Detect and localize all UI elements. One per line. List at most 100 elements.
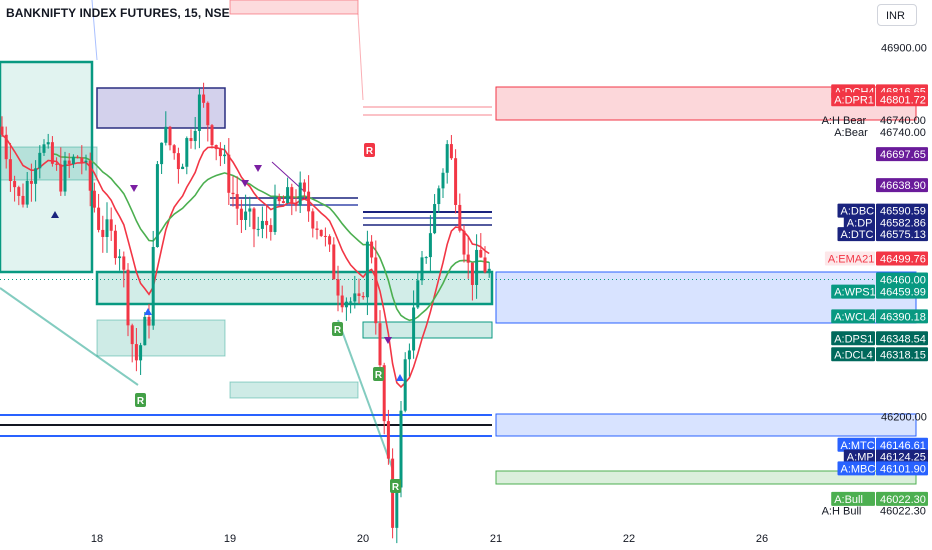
candle-body — [315, 228, 319, 230]
candle-body — [80, 157, 84, 163]
candle-body — [428, 233, 432, 258]
price-tag-a-dps1[interactable]: 46348.54 A:DPS1 — [831, 331, 928, 346]
time-axis[interactable]: 18 19 20 21 22 26 — [91, 533, 768, 545]
candle-body — [273, 196, 277, 232]
price-tag-a-dp[interactable]: 46582.86 A:DP — [843, 215, 928, 230]
zone-teal-low2 — [229, 381, 359, 399]
price-tag-label-bg — [837, 461, 875, 476]
candle-body — [189, 138, 193, 142]
zone-green-bull — [495, 470, 917, 485]
price-tag-a-wcl4[interactable]: 46390.18 A:WCL4 — [831, 309, 928, 324]
price-tag-value-4[interactable]: 46697.65 — [876, 147, 928, 162]
r-marker-2: R — [332, 322, 343, 336]
trendline-1 — [0, 287, 139, 386]
price-tag-a-h-bear[interactable]: 46740.00 A:H Bear — [822, 115, 926, 127]
r-marker-text: R — [392, 482, 400, 493]
price-tag-label-bg — [837, 227, 875, 242]
candle-body — [416, 280, 420, 308]
price-tag-value-bg — [876, 251, 928, 266]
ema-green-line — [52, 153, 490, 322]
price-tag-label: A:MBC — [841, 463, 876, 475]
price-tag-label: A:WCL4 — [834, 311, 875, 323]
candle-body — [109, 219, 113, 231]
candle-body — [55, 163, 59, 165]
price-tag-value-bg — [876, 449, 928, 464]
candle-body — [202, 94, 206, 103]
candle-body — [105, 219, 109, 237]
price-tag-a-bull[interactable]: 46022.30 A:Bull — [831, 491, 928, 506]
price-tag-label-bg — [831, 92, 875, 107]
candle-body — [63, 160, 67, 192]
time-tick-label: 26 — [756, 533, 768, 545]
candle-body — [227, 154, 231, 193]
price-tag-value-10[interactable]: 46460.00 — [876, 272, 928, 287]
candle-body — [0, 126, 4, 135]
price-tag-label: A:MTC — [841, 440, 875, 452]
candle-body — [441, 172, 445, 189]
price-tag-label: A:WPS1 — [834, 287, 876, 299]
price-axis[interactable]: 46900.0046200.0046300.0046816.65A:DCH446… — [822, 42, 928, 517]
candle-body — [147, 316, 151, 326]
price-tick-label: 46900.00 — [881, 42, 927, 54]
price-tag-a-mp[interactable]: 46124.25 A:MP — [843, 449, 928, 464]
candle-body — [231, 192, 235, 195]
price-tag-a-mtc[interactable]: 46146.61 A:MTC — [837, 437, 929, 452]
price-tick-label: 46200.00 — [881, 412, 927, 424]
price-tag-value-bg — [876, 437, 928, 452]
price-tag-label-bg — [837, 437, 875, 452]
candle-body — [34, 168, 38, 184]
price-tag-a-dcl4[interactable]: 46318.15 A:DCL4 — [831, 347, 928, 362]
price-tag-a-dtc[interactable]: 46575.13 A:DTC — [837, 227, 929, 242]
candle-body — [319, 229, 323, 236]
candle-body — [42, 144, 46, 153]
price-tag-value-bg — [876, 147, 928, 162]
candle-body — [403, 359, 407, 411]
price-tag-a-mbc[interactable]: 46101.90 A:MBC — [837, 461, 929, 476]
candle-body — [386, 421, 390, 459]
candle-body — [378, 323, 382, 366]
candle-body — [122, 256, 126, 270]
price-tag-value: 46348.54 — [880, 333, 926, 345]
candle-body — [483, 257, 487, 273]
price-tag-a-dpr1[interactable]: 46801.72 A:DPR1 — [831, 92, 928, 107]
candle-body — [223, 154, 227, 157]
candle-body — [176, 153, 180, 170]
price-tag-label-bg — [831, 491, 875, 506]
candles-layer — [0, 82, 491, 544]
price-tag-label-bg — [843, 215, 875, 230]
price-tag-a-dbc[interactable]: 46590.59 A:DBC — [837, 203, 929, 218]
price-tag-a-ema21[interactable]: 46499.76 A:EMA21 — [824, 251, 928, 266]
candle-body — [38, 152, 42, 169]
down-triangle-icon — [130, 185, 138, 192]
candle-body — [197, 94, 201, 131]
candle-body — [71, 156, 75, 164]
price-tag-value: 46582.86 — [880, 218, 926, 230]
candle-body — [126, 269, 130, 326]
zone-teal-big — [0, 60, 94, 274]
currency-selector[interactable]: INR — [877, 4, 917, 26]
price-tag-label-bg — [831, 309, 875, 324]
price-tag-a-wps1[interactable]: 46459.99 A:WPS1 — [831, 284, 928, 299]
price-tag-label: A:DP — [847, 218, 873, 230]
candle-body — [88, 160, 92, 191]
price-tag-value: 46124.25 — [880, 452, 926, 464]
time-tick-label: 19 — [224, 533, 236, 545]
candle-body — [479, 249, 483, 258]
candle-body — [445, 144, 449, 173]
price-tag-a-bear[interactable]: 46740.00 A:Bear — [834, 127, 926, 139]
price-tag-value-bg — [876, 309, 928, 324]
price-tag-a-h-bull[interactable]: 46022.30 A:H Bull — [822, 505, 926, 517]
zone-purple — [96, 87, 226, 129]
price-tag-label-bg — [837, 203, 875, 218]
candle-body — [59, 164, 63, 192]
price-tag-value-bg — [876, 272, 928, 287]
candle-body — [151, 247, 155, 326]
price-tag-value-5[interactable]: 46638.90 — [876, 178, 928, 193]
candle-body — [407, 350, 411, 360]
candle-body — [311, 211, 315, 229]
candle-body — [391, 458, 395, 528]
price-tag-value: 46740.00 — [880, 115, 926, 127]
price-tag-value: 46740.00 — [880, 127, 926, 139]
price-tag-value: 46460.00 — [880, 275, 926, 287]
